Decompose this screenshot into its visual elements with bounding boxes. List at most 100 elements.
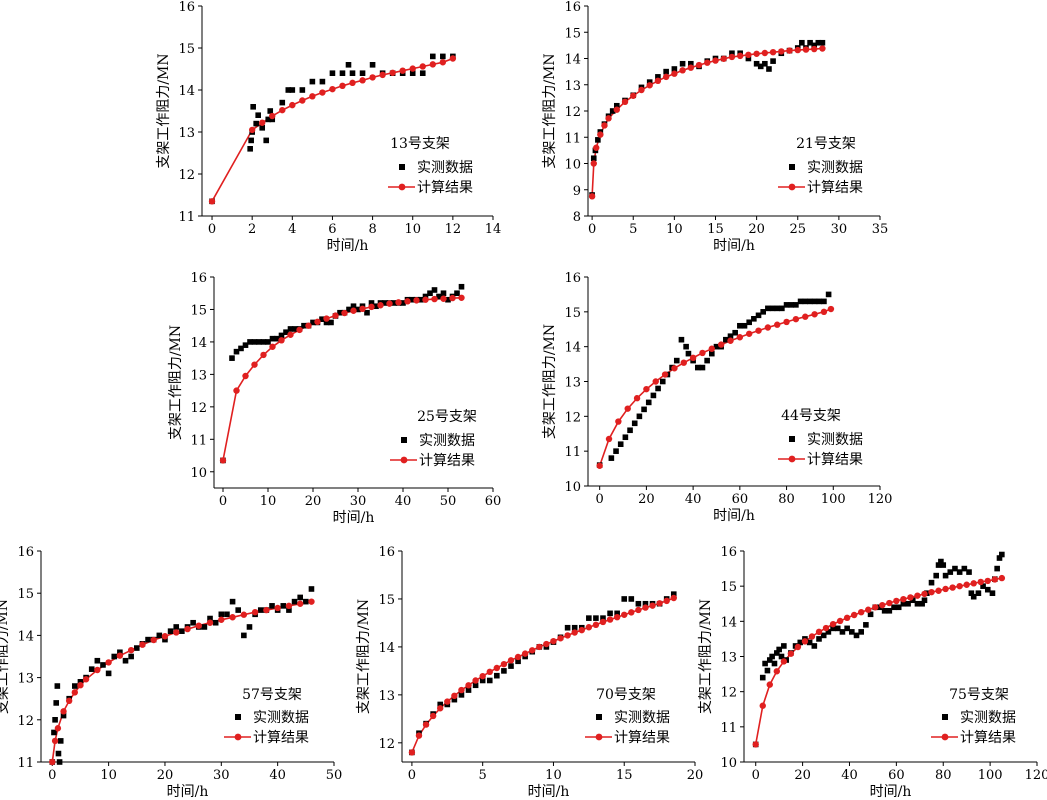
- fit-point: [139, 641, 146, 648]
- x-axis-title: 时间/h: [713, 238, 755, 254]
- fit-point: [296, 326, 303, 334]
- fit-point: [399, 67, 406, 74]
- measured-point: [458, 692, 465, 698]
- measured-point: [229, 598, 236, 605]
- legend-measured-label: 实测数据: [419, 433, 475, 449]
- fit-point: [571, 629, 578, 636]
- measured-point: [346, 306, 352, 313]
- fit-point: [429, 712, 437, 720]
- fit-point: [778, 48, 785, 55]
- measured-point: [989, 590, 996, 596]
- measured-point: [571, 624, 578, 631]
- x-tick-label: 100: [821, 492, 846, 507]
- x-tick-label: 5: [479, 768, 487, 783]
- measured-point: [57, 738, 64, 744]
- measured-point: [269, 335, 276, 342]
- y-tick-label: 10: [720, 756, 737, 771]
- measured-point: [253, 120, 259, 127]
- measured-point: [72, 683, 78, 689]
- x-tick-label: 50: [326, 768, 343, 783]
- fit-point: [914, 592, 921, 599]
- y-tick-label: 13: [720, 651, 737, 666]
- fit-point: [493, 664, 501, 672]
- fit-point: [759, 702, 766, 709]
- measured-point: [269, 116, 276, 123]
- fit-point: [296, 600, 304, 607]
- legend-measured-label: 实测数据: [417, 160, 473, 176]
- y-tick-label: 15: [564, 306, 581, 321]
- measured-point: [776, 646, 782, 653]
- measured-point: [247, 339, 253, 345]
- measured-point: [440, 290, 447, 297]
- fit-point: [314, 318, 321, 325]
- legend-measured-marker: [235, 714, 241, 720]
- measured-point: [811, 298, 818, 305]
- fit-point: [621, 611, 628, 618]
- measured-point: [418, 296, 424, 303]
- fit-point: [173, 629, 180, 636]
- measured-point: [53, 700, 60, 706]
- measured-point: [235, 607, 242, 613]
- fit-point: [811, 311, 818, 318]
- measured-point: [921, 597, 928, 604]
- x-tick-label: 80: [778, 492, 795, 507]
- legend-fit-label: 计算结果: [807, 180, 863, 196]
- measured-point: [635, 600, 642, 607]
- fit-point: [404, 298, 411, 305]
- fit-point: [613, 613, 621, 621]
- fit-point: [865, 606, 872, 613]
- y-axis-title: 支架工作阻力/MN: [168, 325, 184, 440]
- fit-point: [827, 305, 835, 313]
- measured-point: [685, 350, 692, 357]
- measured-point: [105, 670, 112, 677]
- fit-point: [308, 598, 315, 605]
- measured-point: [999, 551, 1005, 558]
- fit-point: [557, 635, 564, 642]
- fit-point: [127, 646, 135, 654]
- y-tick-label: 15: [178, 42, 195, 57]
- y-tick-label: 15: [378, 593, 395, 608]
- x-tick-label: 25: [789, 222, 806, 237]
- fit-point: [643, 385, 650, 393]
- measured-point: [77, 679, 84, 685]
- measured-point: [128, 653, 134, 660]
- fit-point: [431, 295, 438, 303]
- legend-measured-label: 实测数据: [253, 710, 309, 726]
- fit-point: [663, 597, 670, 605]
- measured-point: [935, 562, 942, 568]
- y-tick-label: 13: [378, 689, 395, 704]
- fit-point: [850, 611, 858, 619]
- fit-point: [305, 322, 312, 329]
- measured-point: [933, 572, 940, 579]
- fit-point: [597, 131, 604, 138]
- legend-fit-label: 计算结果: [419, 453, 475, 469]
- fit-point: [260, 351, 267, 359]
- measured-point: [608, 455, 615, 461]
- fit-point: [736, 334, 744, 341]
- legend-fit-label: 计算结果: [417, 180, 473, 196]
- fit-point: [815, 628, 823, 636]
- fit-point: [900, 595, 907, 603]
- x-tick-label: 0: [752, 768, 760, 783]
- measured-point: [799, 39, 805, 46]
- measured-point: [891, 604, 897, 611]
- measured-point: [422, 293, 429, 300]
- measured-point: [111, 653, 118, 660]
- measured-point: [765, 305, 771, 312]
- x-tick-label: 30: [213, 768, 230, 783]
- y-tick-label: 16: [190, 271, 207, 286]
- measured-point: [830, 625, 836, 632]
- measured-point: [301, 322, 307, 329]
- fit-point: [717, 341, 725, 348]
- measured-point: [858, 629, 864, 635]
- fit-point: [588, 193, 596, 200]
- measured-point: [409, 70, 416, 76]
- fit-point: [240, 611, 248, 618]
- fit-point: [329, 85, 336, 93]
- fit-point: [65, 697, 73, 705]
- fit-point: [654, 77, 662, 85]
- measured-point: [515, 658, 521, 665]
- x-tick-label: 60: [485, 494, 502, 509]
- measured-point: [975, 590, 982, 596]
- fit-point: [507, 657, 515, 664]
